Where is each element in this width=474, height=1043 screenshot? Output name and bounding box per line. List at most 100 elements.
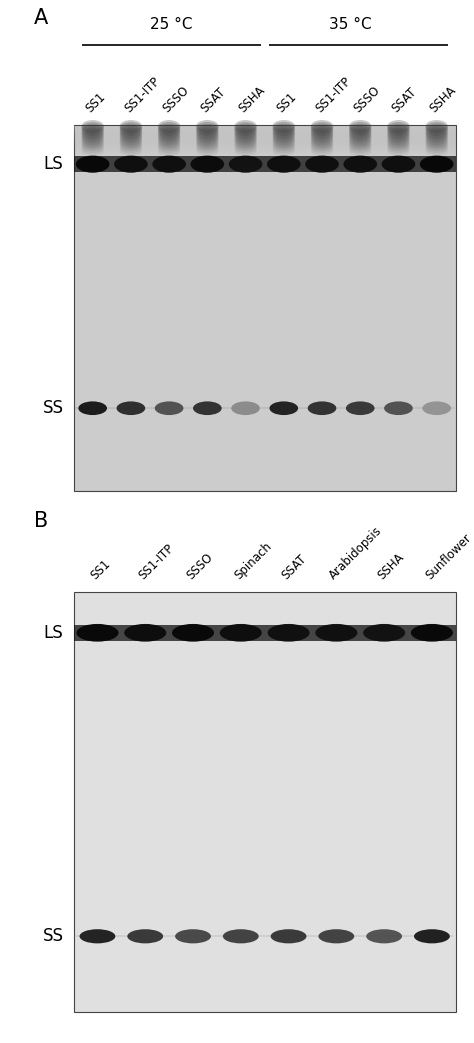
Ellipse shape	[311, 125, 333, 138]
Ellipse shape	[384, 402, 413, 415]
Ellipse shape	[311, 137, 333, 149]
Ellipse shape	[120, 129, 142, 142]
Ellipse shape	[158, 129, 180, 142]
Ellipse shape	[273, 134, 295, 145]
Ellipse shape	[152, 155, 186, 173]
Ellipse shape	[346, 402, 374, 415]
Text: Sunflower: Sunflower	[423, 531, 474, 582]
Ellipse shape	[315, 624, 357, 641]
Ellipse shape	[120, 141, 142, 153]
Ellipse shape	[229, 155, 263, 173]
Ellipse shape	[158, 120, 180, 132]
Ellipse shape	[349, 120, 372, 132]
Ellipse shape	[234, 136, 257, 147]
Ellipse shape	[426, 122, 448, 135]
Text: Spinach: Spinach	[232, 540, 274, 582]
Ellipse shape	[311, 136, 333, 147]
Ellipse shape	[231, 402, 260, 415]
Ellipse shape	[387, 136, 410, 147]
Ellipse shape	[267, 155, 301, 173]
Ellipse shape	[120, 134, 142, 145]
Ellipse shape	[234, 129, 257, 142]
Ellipse shape	[82, 127, 104, 140]
Ellipse shape	[273, 139, 295, 151]
Ellipse shape	[311, 141, 333, 153]
Ellipse shape	[387, 137, 410, 149]
Ellipse shape	[234, 137, 257, 149]
Ellipse shape	[158, 139, 180, 151]
Ellipse shape	[234, 124, 257, 136]
Ellipse shape	[196, 139, 219, 151]
Ellipse shape	[120, 122, 142, 135]
Ellipse shape	[349, 125, 372, 138]
Ellipse shape	[80, 929, 115, 943]
Ellipse shape	[82, 137, 104, 149]
Text: SSAT: SSAT	[198, 86, 228, 116]
Ellipse shape	[273, 131, 295, 144]
Text: Arabidopsis: Arabidopsis	[327, 525, 385, 582]
Ellipse shape	[349, 139, 372, 151]
Ellipse shape	[349, 129, 372, 142]
Ellipse shape	[426, 137, 448, 149]
Ellipse shape	[311, 122, 333, 135]
Ellipse shape	[273, 127, 295, 140]
Ellipse shape	[158, 125, 180, 138]
Ellipse shape	[82, 131, 104, 144]
Ellipse shape	[234, 139, 257, 151]
Text: SS: SS	[43, 399, 64, 417]
Ellipse shape	[426, 134, 448, 145]
Ellipse shape	[387, 120, 410, 132]
Ellipse shape	[426, 125, 448, 138]
Ellipse shape	[273, 129, 295, 142]
Text: SS1: SS1	[83, 91, 109, 116]
Text: SSHA: SSHA	[237, 83, 268, 116]
Ellipse shape	[120, 127, 142, 140]
Ellipse shape	[234, 141, 257, 153]
Ellipse shape	[273, 124, 295, 136]
Ellipse shape	[82, 120, 104, 132]
Ellipse shape	[158, 124, 180, 136]
Ellipse shape	[158, 134, 180, 145]
Ellipse shape	[271, 929, 307, 943]
Text: LS: LS	[44, 624, 64, 641]
Text: LS: LS	[44, 155, 64, 173]
Ellipse shape	[349, 141, 372, 153]
Ellipse shape	[82, 129, 104, 142]
Ellipse shape	[349, 124, 372, 136]
Ellipse shape	[311, 120, 333, 132]
Bar	[73, 592, 456, 1012]
Ellipse shape	[158, 122, 180, 135]
Ellipse shape	[120, 137, 142, 149]
Ellipse shape	[196, 134, 219, 145]
Ellipse shape	[234, 127, 257, 140]
Ellipse shape	[172, 624, 214, 641]
Ellipse shape	[273, 137, 295, 149]
Ellipse shape	[319, 929, 354, 943]
Ellipse shape	[311, 127, 333, 140]
Ellipse shape	[422, 402, 451, 415]
Ellipse shape	[117, 402, 145, 415]
Ellipse shape	[273, 122, 295, 135]
Text: SS1: SS1	[274, 91, 300, 116]
Ellipse shape	[191, 155, 224, 173]
Ellipse shape	[426, 127, 448, 140]
Ellipse shape	[175, 929, 211, 943]
Ellipse shape	[158, 141, 180, 153]
Ellipse shape	[82, 136, 104, 147]
Ellipse shape	[196, 136, 219, 147]
Ellipse shape	[269, 402, 298, 415]
Ellipse shape	[366, 929, 402, 943]
Ellipse shape	[196, 129, 219, 142]
Text: SSSO: SSSO	[351, 84, 383, 116]
Ellipse shape	[196, 127, 219, 140]
Ellipse shape	[349, 127, 372, 140]
Text: SS1-ITP: SS1-ITP	[136, 541, 176, 582]
Ellipse shape	[234, 120, 257, 132]
Ellipse shape	[267, 624, 310, 641]
Ellipse shape	[426, 129, 448, 142]
Text: SS1-ITP: SS1-ITP	[122, 75, 162, 116]
Text: A: A	[34, 8, 48, 28]
Ellipse shape	[273, 125, 295, 138]
Ellipse shape	[155, 402, 183, 415]
Ellipse shape	[349, 122, 372, 135]
